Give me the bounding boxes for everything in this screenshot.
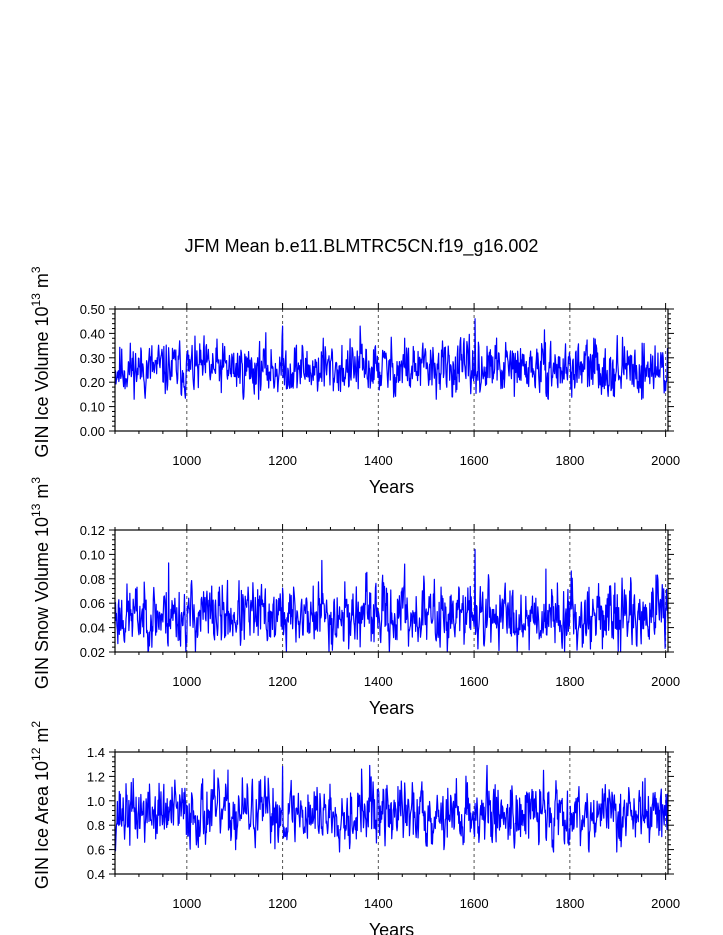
y-tick-label: 0.04	[80, 621, 105, 636]
y-axis-title-main: GIN Ice Area 10	[32, 761, 52, 889]
series-line	[114, 318, 669, 400]
panel-snow-volume: 1000 1200 1400 1600 1800 2000 0.02 0.04 0.06 0.08…	[29, 477, 680, 718]
y-axis-title-main: GIN Ice Volume 10	[32, 306, 52, 457]
panel-ice-volume: 1000 1200 1400 1600 1800 2000 0.00 0.10 0.20 0.30…	[29, 266, 680, 497]
y-axis-title-exponent: 13	[29, 293, 43, 307]
x-tick-label: 1600	[460, 674, 489, 689]
y-tick-label: 0.50	[80, 302, 105, 317]
y-axis-title-unit: m	[32, 273, 52, 293]
plot-frame	[114, 529, 669, 653]
x-tick-label: 1400	[364, 674, 393, 689]
series-line	[114, 764, 669, 853]
x-tick-label: 1800	[555, 896, 584, 911]
x-axis-title: Years	[369, 920, 414, 935]
y-tick-label: 0.08	[80, 572, 105, 587]
y-axis-title-unit-exponent: 3	[29, 477, 43, 484]
y-tick-label: 0.10	[80, 400, 105, 415]
y-tick-label: 1.0	[87, 794, 105, 809]
y-axis-title-unit-exponent: 3	[29, 266, 43, 273]
panel-ice-area: 1000 1200 1400 1600 1800 2000 0.4 0.6 0.8 1.0 1.2 1…	[29, 721, 680, 935]
y-axis-title-unit: m	[32, 728, 52, 748]
plot-frame	[114, 751, 669, 875]
y-tick-label: 0.06	[80, 596, 105, 611]
y-axis-title-main: GIN Snow Volume 10	[32, 517, 52, 689]
x-tick-label: 1800	[555, 453, 584, 468]
plot-frame	[114, 308, 669, 432]
y-tick-label: 0.8	[87, 818, 105, 833]
x-tick-label: 1200	[268, 896, 297, 911]
x-axis-title: Years	[369, 698, 414, 718]
y-tick-label: 0.10	[80, 547, 105, 562]
y-tick-label: 0.20	[80, 375, 105, 390]
y-axis-title-unit: m	[32, 484, 52, 504]
y-tick-label: 0.12	[80, 523, 105, 538]
y-axis-title: GIN Snow Volume 1013 m3	[29, 477, 52, 689]
x-tick-label: 1600	[460, 453, 489, 468]
x-tick-label: 2000	[651, 453, 680, 468]
y-tick-label: 1.4	[87, 745, 105, 760]
x-tick-label: 2000	[651, 896, 680, 911]
x-tick-label: 1800	[555, 674, 584, 689]
x-tick-label: 1000	[172, 896, 201, 911]
y-tick-label: 1.2	[87, 769, 105, 784]
y-tick-label: 0.40	[80, 326, 105, 341]
y-axis-title: GIN Ice Area 1012 m2	[29, 721, 52, 889]
x-tick-label: 1200	[268, 453, 297, 468]
y-tick-label: 0.02	[80, 645, 105, 660]
series-line	[114, 548, 669, 653]
y-axis-title-unit-exponent: 2	[29, 721, 43, 728]
y-axis-title-exponent: 13	[29, 503, 43, 517]
x-tick-label: 1400	[364, 896, 393, 911]
chart-title: JFM Mean b.e11.BLMTRC5CN.f19_g16.002	[184, 236, 539, 256]
y-tick-label: 0.30	[80, 351, 105, 366]
y-axis-title-exponent: 12	[29, 747, 43, 761]
x-tick-label: 1400	[364, 453, 393, 468]
x-tick-label: 1000	[172, 674, 201, 689]
x-tick-label: 1200	[268, 674, 297, 689]
x-tick-label: 1000	[172, 453, 201, 468]
y-tick-label: 0.6	[87, 843, 105, 858]
x-tick-label: 2000	[651, 674, 680, 689]
y-axis-title: GIN Ice Volume 1013 m3	[29, 266, 52, 457]
y-tick-label: 0.4	[87, 867, 105, 882]
y-tick-label: 0.00	[80, 424, 105, 439]
x-axis-title: Years	[369, 477, 414, 497]
x-tick-label: 1600	[460, 896, 489, 911]
